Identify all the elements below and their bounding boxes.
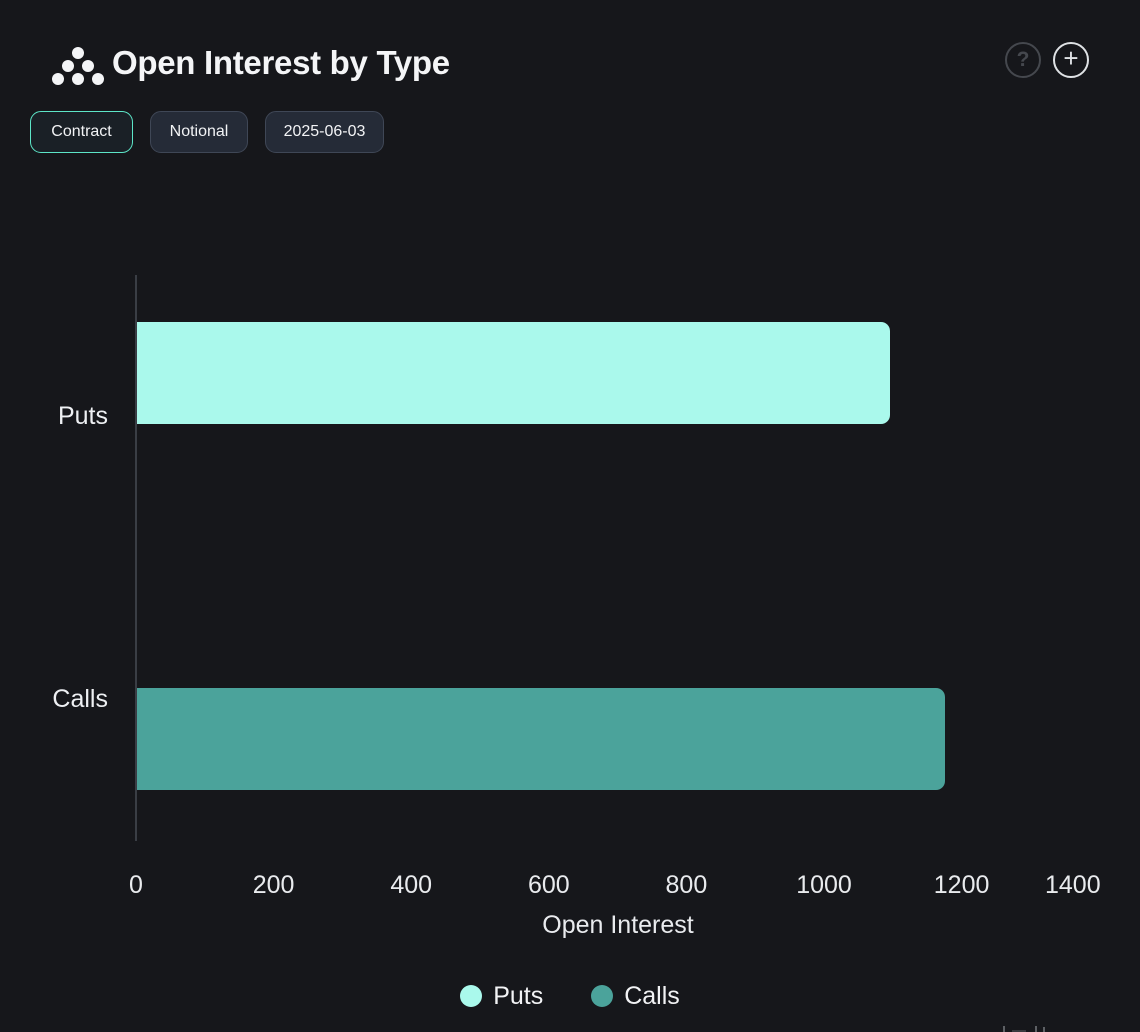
notional-button-label: Notional	[169, 123, 229, 140]
bar-calls[interactable]	[137, 688, 945, 790]
clipped-watermark	[990, 1026, 1060, 1032]
app-logo-icon	[50, 46, 106, 86]
x-tick-label-1000: 1000	[796, 871, 852, 899]
x-tick-label-1400: 1400	[1045, 871, 1101, 899]
chart-legend: Puts Calls	[0, 979, 1140, 1013]
x-tick-label-1200: 1200	[933, 871, 990, 899]
y-tick-label-calls: Calls	[52, 685, 108, 713]
legend-label: Puts	[493, 981, 544, 1010]
x-tick-label-800: 800	[665, 871, 708, 899]
x-tick-label-600: 600	[527, 871, 570, 899]
legend-swatch-puts	[460, 985, 483, 1007]
y-tick-label-puts: Puts	[57, 402, 108, 430]
legend-label: Calls	[624, 981, 680, 1010]
x-axis-title: Open Interest	[542, 911, 694, 939]
x-tick-label-200: 200	[252, 871, 295, 899]
x-tick-label-0: 0	[129, 871, 143, 899]
header: Open Interest by Type ? +	[0, 0, 1140, 100]
notional-toggle-button[interactable]: Notional	[150, 111, 248, 153]
plus-icon: +	[1063, 43, 1079, 73]
help-button[interactable]: ?	[1005, 42, 1041, 78]
legend-item-calls[interactable]: Calls	[591, 982, 680, 1011]
bar-puts[interactable]	[137, 322, 890, 424]
page-title: Open Interest by Type	[112, 44, 450, 81]
contract-toggle-button[interactable]: Contract	[30, 111, 133, 153]
legend-swatch-calls	[591, 985, 614, 1007]
y-axis-line	[135, 275, 137, 841]
date-selector-button[interactable]: 2025-06-03	[265, 111, 384, 153]
question-icon: ?	[1016, 48, 1030, 71]
contract-button-label: Contract	[51, 123, 112, 140]
date-button-label: 2025-06-03	[283, 123, 366, 140]
legend-item-puts[interactable]: Puts	[460, 982, 543, 1011]
add-button[interactable]: +	[1053, 42, 1089, 78]
x-tick-label-400: 400	[390, 871, 433, 899]
